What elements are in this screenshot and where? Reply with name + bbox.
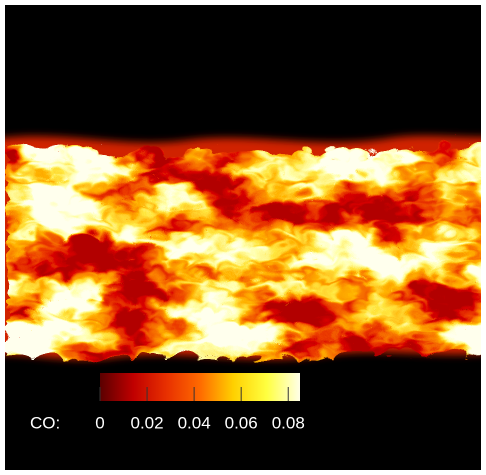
colorbar: [100, 373, 300, 401]
flame-field: [0, 136, 486, 360]
colorbar-tick-label: 0.04: [178, 413, 211, 432]
visualization: CO: 0 0.02 0.04 0.06 0.08: [0, 0, 486, 475]
colorbar-tick-label: 0.08: [272, 413, 305, 432]
colorbar-tick-label: 0.06: [225, 413, 258, 432]
colorbar-tick-label: 0: [95, 413, 104, 432]
colorbar-tick-label: 0.02: [131, 413, 164, 432]
flame-body: [0, 142, 486, 354]
colorbar-label: CO:: [30, 413, 60, 432]
